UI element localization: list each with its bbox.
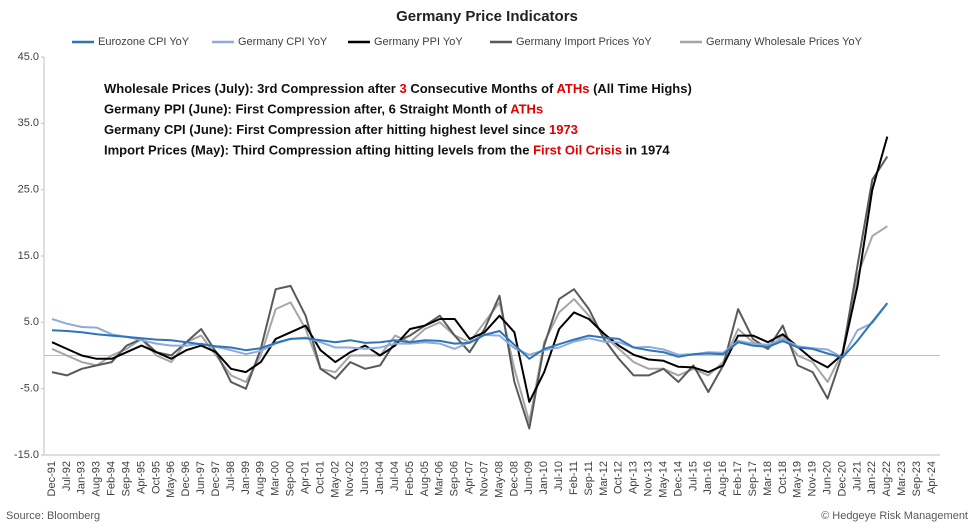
legend-label: Germany Import Prices YoY [516, 36, 652, 48]
x-tick-label: Nov-07 [478, 461, 490, 496]
x-tick-label: Feb-05 [404, 461, 416, 496]
annotation-part: in 1974 [622, 143, 670, 158]
x-tick-label: Jul-21 [851, 461, 863, 491]
x-tick-label: Jul-04 [389, 461, 401, 491]
x-tick-label: Mar-18 [762, 461, 774, 496]
x-tick-label: Jan-22 [866, 461, 878, 495]
series-line [51, 302, 889, 360]
annotation-part: First Oil Crisis [533, 143, 622, 158]
y-tick-label: 5.0 [24, 316, 39, 328]
x-tick-label: May-08 [493, 461, 505, 498]
annotation: Wholesale Prices (July): 3rd Compression… [104, 81, 692, 96]
annotation-part: Consecutive Months of [407, 81, 557, 96]
x-tick-label: Jan-16 [702, 461, 714, 495]
x-tick-label: Jul-10 [553, 461, 565, 491]
x-tick-label: Jul-98 [225, 461, 237, 491]
x-tick-label: Oct-95 [150, 461, 162, 494]
x-tick-label: Jun-09 [523, 461, 535, 495]
x-tick-label: Dec-20 [836, 461, 848, 496]
legend-label: Germany CPI YoY [238, 36, 328, 48]
x-tick-label: Jul-15 [687, 461, 699, 491]
series-line [51, 155, 889, 430]
x-tick-label: Apr-01 [299, 461, 311, 494]
x-tick-label: Feb-94 [106, 461, 118, 496]
x-tick-label: Dec-96 [180, 461, 192, 496]
annotation: Germany CPI (June): First Compression af… [104, 122, 578, 137]
x-tick-label: May-96 [165, 461, 177, 498]
x-tick-label: Sep-17 [747, 461, 759, 496]
x-tick-label: Jan-99 [240, 461, 252, 495]
x-tick-label: Apr-24 [926, 461, 938, 494]
x-tick-label: Mar-00 [270, 461, 282, 496]
x-tick-label: Sep-11 [583, 461, 595, 496]
x-tick-label: Mar-23 [896, 461, 908, 496]
x-tick-label: Aug-99 [255, 461, 267, 496]
x-tick-label: Sep-06 [449, 461, 461, 496]
x-tick-label: Apr-95 [135, 461, 147, 494]
y-tick-label: -5.0 [20, 383, 39, 395]
x-tick-label: Jun-03 [359, 461, 371, 495]
annotation: Import Prices (May): Third Compression a… [104, 143, 670, 158]
x-tick-label: Apr-13 [628, 461, 640, 494]
annotation-part: ATHs [556, 81, 589, 96]
x-tick-label: Jan-10 [538, 461, 550, 495]
y-tick-label: 25.0 [18, 184, 39, 196]
annotation-part: ATHs [510, 102, 543, 117]
x-tick-label: Sep-94 [120, 461, 132, 496]
x-tick-label: Aug-05 [419, 461, 431, 496]
chart-title: Germany Price Indicators [396, 8, 578, 25]
annotation-part: Wholesale Prices (July): 3rd Compression… [104, 81, 399, 96]
annotation-part: Germany CPI (June): First Compression af… [104, 122, 549, 137]
x-tick-label: Jan-04 [374, 461, 386, 495]
source: Source: Bloomberg [6, 510, 100, 522]
x-tick-label: Aug-93 [91, 461, 103, 496]
annotation-part: (All Time Highs) [589, 81, 691, 96]
series-line [51, 136, 889, 403]
x-tick-label: Oct-01 [314, 461, 326, 494]
x-tick-label: Mar-06 [434, 461, 446, 496]
x-tick-label: Sep-00 [285, 461, 297, 496]
x-tick-label: May-02 [329, 461, 341, 498]
x-tick-label: Oct-12 [613, 461, 625, 494]
x-tick-label: Aug-16 [717, 461, 729, 496]
credit: © Hedgeye Risk Management [821, 510, 968, 522]
annotation: Germany PPI (June): First Compression af… [104, 102, 543, 117]
y-tick-label: 45.0 [18, 51, 39, 63]
annotation-part: Germany PPI (June): First Compression af… [104, 102, 510, 117]
annotation-part: Import Prices (May): Third Compression a… [104, 143, 533, 158]
y-tick-label: -15.0 [14, 449, 39, 461]
x-tick-label: Nov-02 [344, 461, 356, 496]
x-tick-label: Sep-23 [911, 461, 923, 496]
y-tick-label: 15.0 [18, 250, 39, 262]
x-tick-label: May-19 [792, 461, 804, 498]
x-tick-label: Aug-22 [881, 461, 893, 496]
x-tick-label: Dec-08 [508, 461, 520, 496]
x-tick-label: Dec-91 [46, 461, 58, 496]
legend-label: Germany Wholesale Prices YoY [706, 36, 863, 48]
x-tick-label: Apr-07 [464, 461, 476, 494]
x-tick-label: Mar-12 [598, 461, 610, 496]
x-tick-label: Nov-13 [643, 461, 655, 496]
series-line [51, 225, 888, 423]
x-tick-label: Dec-14 [672, 461, 684, 496]
x-tick-label: Jul-92 [61, 461, 73, 491]
legend-label: Germany PPI YoY [374, 36, 463, 48]
legend-label: Eurozone CPI YoY [98, 36, 190, 48]
x-tick-label: Dec-97 [210, 461, 222, 496]
x-tick-label: Jan-93 [76, 461, 88, 495]
x-tick-label: Nov-19 [807, 461, 819, 496]
x-tick-label: Oct-18 [777, 461, 789, 494]
annotation-part: 3 [399, 81, 406, 96]
annotation-part: 1973 [549, 122, 578, 137]
x-tick-label: Jun-20 [821, 461, 833, 495]
x-tick-label: Feb-11 [568, 461, 580, 495]
x-tick-label: Jun-97 [195, 461, 207, 495]
x-tick-label: May-14 [657, 461, 669, 498]
x-tick-label: Feb-17 [732, 461, 744, 496]
y-tick-label: 35.0 [18, 117, 39, 129]
